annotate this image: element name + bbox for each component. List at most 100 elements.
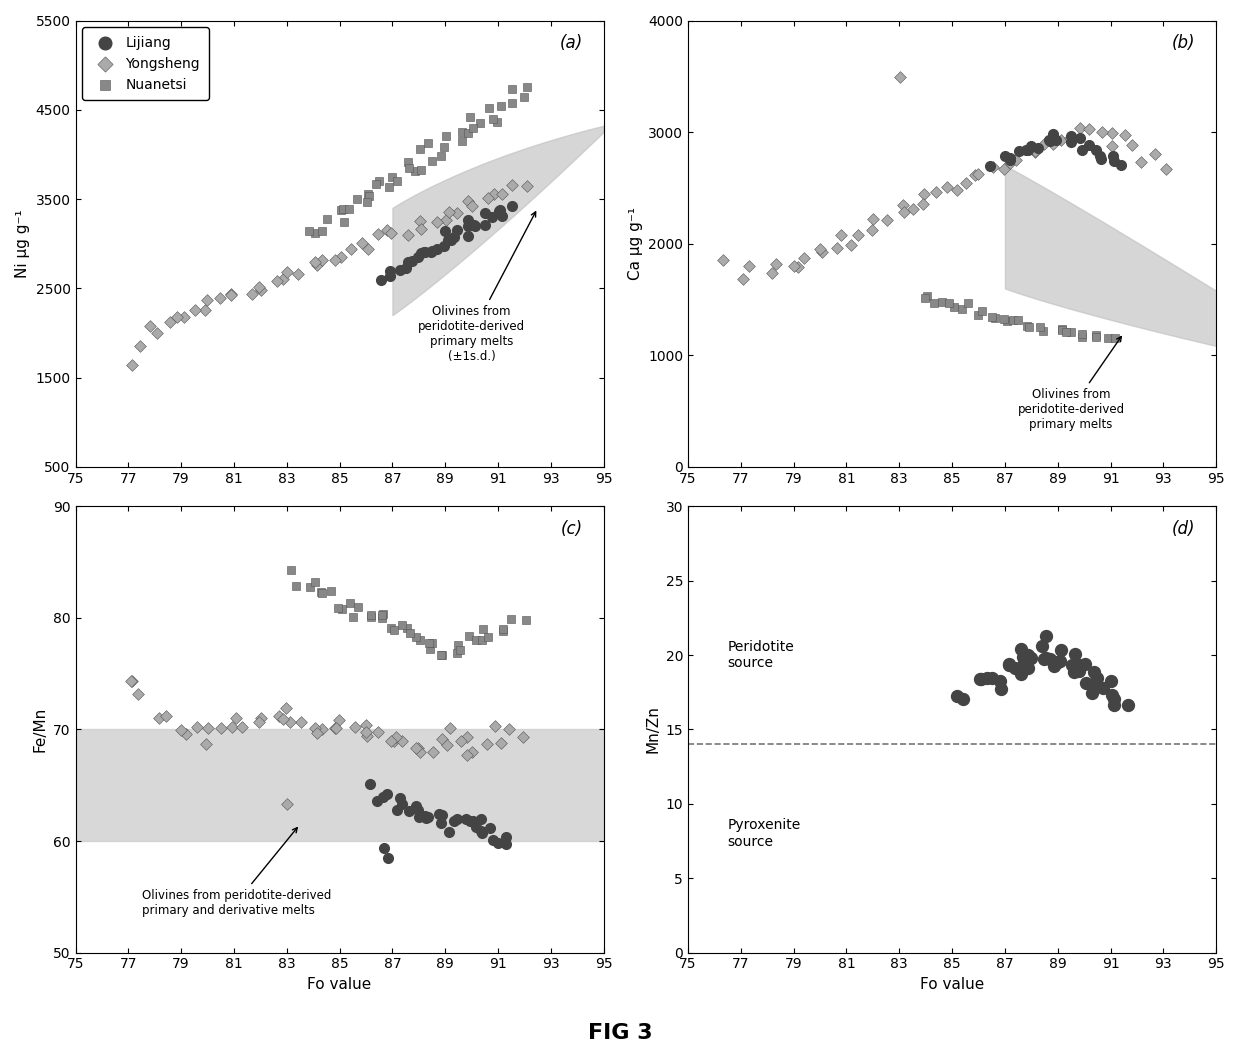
Point (893, 197, 913, 214)
Point (1092, 680, 1112, 697)
Point (999, 656, 1019, 672)
Point (429, 806, 449, 822)
Point (196, 735, 216, 752)
Lijiang (459, 212, 479, 229)
Nuanetsi (484, 111, 503, 128)
Point (432, 731, 451, 748)
Point (1011, 641, 1030, 658)
Point (198, 720, 218, 736)
Point (459, 627, 479, 644)
Point (1061, 323, 1081, 340)
Point (982, 669, 1002, 686)
Lijiang (444, 229, 464, 245)
Point (894, 204, 914, 220)
Yongsheng (174, 308, 193, 325)
Point (1044, 658, 1064, 675)
Nuanetsi (436, 127, 456, 144)
Point (957, 295, 977, 312)
Point (1069, 663, 1089, 680)
Point (440, 720, 460, 736)
Yongsheng (439, 204, 459, 220)
Point (946, 181, 966, 198)
Point (827, 239, 847, 256)
Point (311, 583, 331, 600)
Point (347, 599, 367, 616)
Point (422, 635, 441, 651)
Text: Olivines from peridotite-derived
primary and derivative melts: Olivines from peridotite-derived primary… (141, 828, 331, 917)
Point (1040, 133, 1060, 150)
Point (1006, 659, 1025, 676)
Point (356, 716, 376, 733)
Nuanetsi (470, 114, 490, 131)
Point (890, 68, 910, 85)
Legend: Lijiang, Yongsheng, Nuanetsi: Lijiang, Yongsheng, Nuanetsi (83, 27, 208, 100)
Point (991, 672, 1011, 689)
Point (1017, 318, 1037, 335)
Nuanetsi (487, 113, 507, 130)
Point (418, 809, 438, 826)
Lijiang (482, 209, 502, 226)
Point (456, 747, 476, 764)
Text: FIG 3: FIG 3 (588, 1023, 652, 1043)
Text: Pyroxenite
source: Pyroxenite source (728, 818, 801, 849)
Point (1073, 326, 1092, 343)
Point (766, 255, 786, 272)
Point (862, 221, 882, 238)
Nuanetsi (347, 191, 367, 208)
Lijiang (415, 243, 435, 260)
Point (1018, 659, 1038, 676)
Bar (76, 729, 604, 841)
Text: Peridotite
source: Peridotite source (728, 640, 795, 670)
Point (812, 243, 832, 260)
Point (405, 628, 425, 645)
Point (498, 721, 518, 737)
Point (810, 240, 830, 257)
Point (1060, 129, 1080, 146)
Point (171, 722, 191, 738)
Point (382, 619, 402, 636)
Point (485, 718, 505, 734)
Point (1060, 133, 1080, 150)
Point (128, 686, 148, 703)
Yongsheng (463, 197, 482, 214)
Nuanetsi (502, 94, 522, 111)
Nuanetsi (432, 148, 451, 165)
Point (733, 271, 753, 287)
Point (516, 612, 536, 628)
Point (357, 728, 377, 745)
Point (1070, 120, 1090, 136)
Yongsheng (160, 314, 180, 330)
Point (1053, 320, 1073, 337)
Point (286, 577, 306, 594)
Point (926, 184, 946, 200)
Point (1084, 676, 1104, 692)
Point (1028, 141, 1048, 157)
Yongsheng (446, 205, 466, 221)
Point (1104, 153, 1123, 170)
Point (932, 294, 952, 311)
Lijiang (397, 260, 417, 277)
Nuanetsi (368, 172, 388, 189)
Point (903, 200, 923, 217)
Yongsheng (436, 212, 456, 229)
Point (914, 186, 934, 202)
Lijiang (434, 237, 454, 254)
Point (372, 609, 392, 626)
Point (480, 819, 500, 836)
Nuanetsi (339, 200, 358, 217)
Lijiang (435, 222, 455, 239)
Point (432, 646, 451, 663)
Point (1104, 690, 1123, 707)
Point (407, 798, 427, 815)
Point (1001, 150, 1021, 167)
Lijiang (491, 201, 511, 218)
Point (1086, 327, 1106, 344)
Point (448, 811, 467, 828)
Yongsheng (458, 193, 477, 210)
Yongsheng (289, 265, 309, 282)
Point (472, 631, 492, 648)
Point (1076, 675, 1096, 691)
Point (952, 300, 972, 317)
Point (343, 608, 363, 625)
Point (308, 723, 327, 740)
